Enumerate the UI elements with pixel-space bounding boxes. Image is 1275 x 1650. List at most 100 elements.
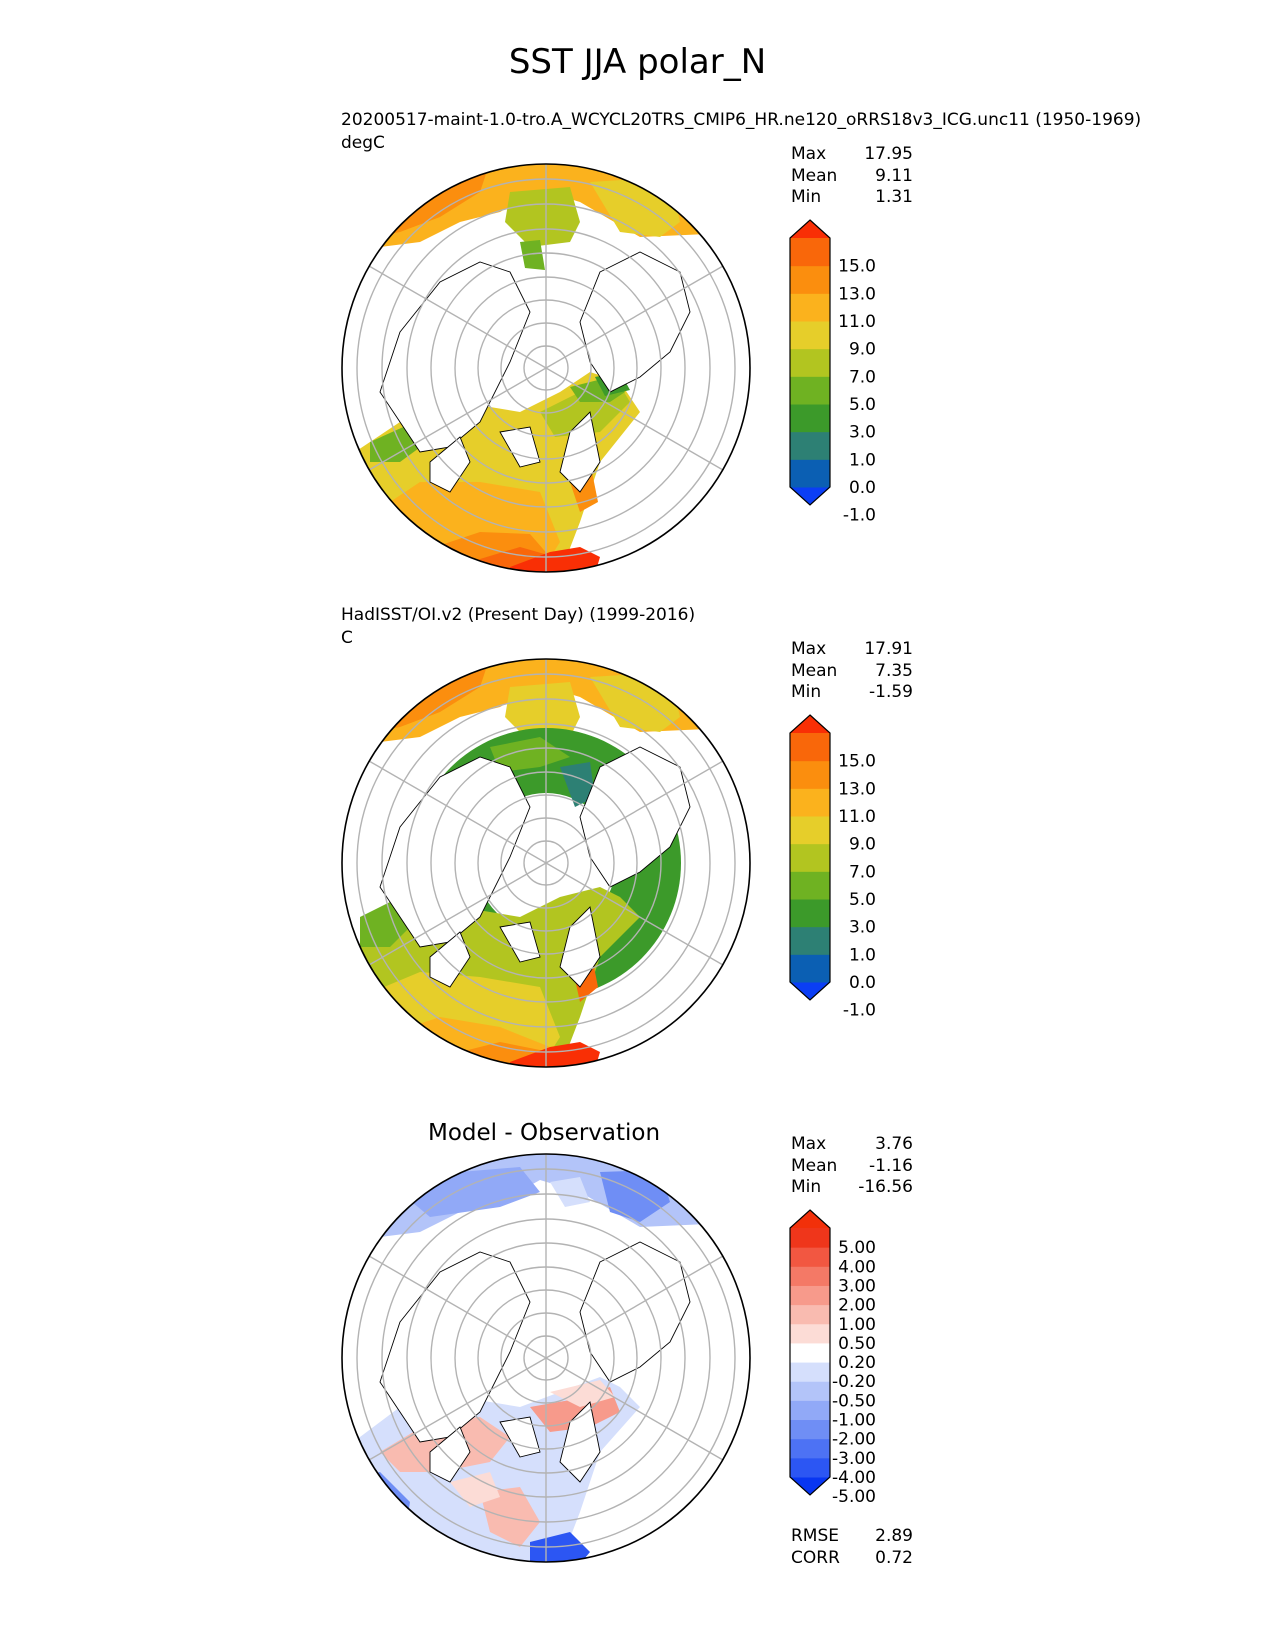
diff-stats: Max 3.76 Mean -1.16 Min -16.56 — [791, 1134, 913, 1199]
colorbar-tick-label: -2.00 — [832, 1430, 876, 1450]
colorbar-swatch — [790, 954, 830, 983]
colorbar-extend-min — [790, 982, 830, 1000]
colorbar-swatch — [790, 788, 830, 817]
colorbar-swatch — [790, 899, 830, 928]
reference-subtitle: HadISST/OI.v2 (Present Day) (1999-2016) — [341, 605, 696, 625]
colorbar-extend-min — [790, 1477, 830, 1495]
diff-map-boundary — [341, 1153, 751, 1563]
colorbar-swatch — [790, 1266, 830, 1286]
colorbar-swatch — [790, 459, 830, 488]
stat-value: -1.16 — [869, 1155, 913, 1176]
stat-value: -16.56 — [858, 1177, 913, 1197]
colorbar-swatch — [790, 1381, 830, 1401]
colorbar-swatch — [790, 238, 830, 267]
colorbar-swatch — [790, 431, 830, 460]
colorbar-tick-label: 5.0 — [849, 890, 876, 910]
test-gridlines — [356, 164, 736, 572]
colorbar-swatch — [790, 1247, 830, 1267]
colorbar-tick-label: -0.20 — [832, 1372, 876, 1392]
colorbar-swatch — [790, 1362, 830, 1382]
stat-label: Min — [791, 187, 822, 207]
metric-label: CORR — [791, 1547, 840, 1568]
stat-label: Mean — [791, 1155, 838, 1176]
stat-label: Mean — [791, 165, 838, 186]
colorbar-tick-label: 13.0 — [838, 284, 876, 304]
colorbar-tick-label: 13.0 — [838, 779, 876, 799]
colorbar-tick-label: 4.00 — [838, 1257, 876, 1277]
stat-value: 7.35 — [875, 660, 913, 681]
colorbar-tick-label: 1.0 — [849, 450, 876, 470]
test-subtitle: 20200517-maint-1.0-tro.A_WCYCL20TRS_CMIP… — [341, 110, 1142, 130]
stat-value: 9.11 — [875, 165, 913, 186]
reference-units: C — [341, 628, 353, 648]
figure-title: SST JJA polar_N — [508, 42, 767, 82]
colorbar-swatch — [790, 816, 830, 845]
metric-value: 0.72 — [875, 1547, 913, 1568]
test-polar-map — [341, 163, 751, 573]
colorbar-tick-label: 11.0 — [838, 312, 876, 332]
colorbar-tick-label: 5.0 — [849, 395, 876, 415]
colorbar-outline — [789, 714, 831, 1001]
reference-stats: Max 17.91 Mean 7.35 Min -1.59 — [791, 639, 913, 704]
colorbar-swatch — [790, 871, 830, 900]
colorbar-tick-label: 9.0 — [849, 835, 876, 855]
colorbar-tick-label: 3.0 — [849, 918, 876, 938]
colorbar-tick-label: 7.0 — [849, 367, 876, 387]
colorbar-swatch — [790, 1400, 830, 1421]
stat-label: Min — [791, 682, 822, 702]
colorbar-swatch — [790, 348, 830, 377]
colorbar-tick-label: 9.0 — [849, 340, 876, 360]
colorbar-extend-min — [790, 487, 830, 505]
colorbar-tick-label: -4.00 — [832, 1468, 876, 1488]
colorbar-swatch — [790, 1285, 830, 1306]
diff-colorbar: 5.004.003.002.001.000.500.20-0.20-0.50-1… — [789, 1209, 876, 1507]
stat-value: -1.59 — [869, 682, 913, 702]
colorbar-swatch — [790, 843, 830, 872]
colorbar-swatch — [790, 321, 830, 350]
stat-label: Max — [791, 144, 827, 164]
colorbar-tick-label: 7.0 — [849, 862, 876, 882]
diff-polar-map — [341, 1153, 751, 1563]
stat-label: Min — [791, 1177, 822, 1197]
colorbar-tick-label: 3.00 — [838, 1276, 876, 1296]
metric-label: RMSE — [791, 1526, 840, 1546]
colorbar-extend-max — [790, 220, 830, 238]
colorbar-swatch — [790, 1304, 830, 1325]
colorbar-swatch — [790, 733, 830, 762]
colorbar-tick-label: 2.00 — [838, 1296, 876, 1316]
stat-value: 17.91 — [864, 639, 913, 659]
colorbar-outline — [789, 1209, 831, 1496]
colorbar-tick-label: -5.00 — [832, 1487, 876, 1507]
diff-title: Model - Observation — [428, 1120, 661, 1146]
colorbar-tick-label: 1.0 — [849, 945, 876, 965]
colorbar-swatch — [790, 376, 830, 405]
colorbar-swatch — [790, 265, 830, 294]
stat-label: Max — [791, 639, 827, 659]
reference-gridlines — [356, 659, 736, 1067]
reference-colorbar: 15.0 13.0 11.0 9.0 7.0 5.0 3.0 1.0 0.0 -1.0 — [789, 714, 876, 1021]
colorbar-tick-label: -0.50 — [832, 1391, 876, 1411]
colorbar-tick-label: 11.0 — [838, 807, 876, 827]
diff-metrics: RMSE 2.89 CORR 0.72 — [791, 1526, 913, 1569]
colorbar-swatch — [790, 404, 830, 433]
stat-label: Max — [791, 1134, 827, 1154]
colorbar-tick-label: 0.50 — [838, 1334, 876, 1354]
colorbar-tick-label: -1.0 — [843, 506, 876, 526]
colorbar-tick-label: 0.0 — [849, 973, 876, 993]
colorbar-tick-label: 3.0 — [849, 423, 876, 443]
colorbar-extend-max — [790, 1210, 830, 1228]
colorbar-swatch — [790, 1342, 830, 1363]
colorbar-swatch — [790, 926, 830, 955]
colorbar-swatch — [790, 1228, 830, 1248]
reference-map-boundary — [341, 658, 751, 1068]
colorbar-tick-label: -1.00 — [832, 1411, 876, 1431]
colorbar-swatch — [790, 1323, 830, 1344]
stat-value: 1.31 — [875, 187, 913, 207]
colorbar-outline — [789, 219, 831, 506]
colorbar-tick-label: -3.00 — [832, 1449, 876, 1469]
colorbar-tick-label: 0.0 — [849, 478, 876, 498]
colorbar-tick-label: 15.0 — [838, 752, 876, 772]
colorbar-tick-label: 0.20 — [838, 1353, 876, 1373]
colorbar-tick-label: 1.00 — [838, 1315, 876, 1335]
diff-gridlines — [356, 1154, 736, 1562]
